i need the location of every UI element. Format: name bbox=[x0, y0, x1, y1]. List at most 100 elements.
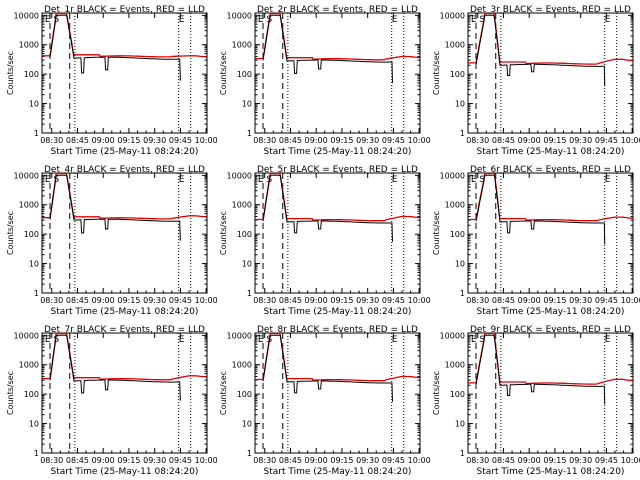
y-tick-label: 10000 bbox=[14, 11, 39, 20]
interval-marker-label: E bbox=[258, 175, 264, 185]
y-tick-label: 1 bbox=[34, 449, 39, 458]
series-line-events bbox=[475, 14, 606, 86]
series-line-events bbox=[475, 174, 606, 245]
y-tick-label: 10 bbox=[242, 260, 252, 269]
x-tick-label: 08:30 bbox=[253, 456, 276, 465]
x-tick-label: 09:30 bbox=[143, 136, 166, 145]
x-tick-label: 10:00 bbox=[621, 456, 640, 465]
y-tick-label: 100 bbox=[24, 70, 39, 79]
x-tick-label: 09:45 bbox=[595, 296, 618, 305]
x-axis-title: Start Time (25-May-11 08:24:20) bbox=[264, 307, 412, 317]
interval-marker-label: S bbox=[479, 15, 485, 25]
y-tick-label: 1 bbox=[460, 129, 465, 138]
interval-marker-label: E bbox=[605, 335, 611, 345]
x-tick-label: 09:00 bbox=[92, 456, 115, 465]
y-tick-label: 100 bbox=[450, 230, 465, 239]
x-tick-label: 08:45 bbox=[492, 296, 515, 305]
interval-marker-label: E bbox=[258, 335, 264, 345]
y-tick-label: 100 bbox=[24, 230, 39, 239]
chart-panel: Det_1r BLACK = Events, RED = LLD 1 10 100 10… bbox=[6, 5, 218, 157]
x-tick-label: 09:30 bbox=[356, 136, 379, 145]
panel-title: Det_7r BLACK = Events, RED = LLD bbox=[44, 325, 205, 335]
series-line-events bbox=[262, 14, 393, 84]
x-tick-label: 08:45 bbox=[279, 456, 302, 465]
x-tick-label: 10:00 bbox=[195, 296, 218, 305]
x-tick-label: 09:00 bbox=[92, 136, 115, 145]
chart-panel: Det_2r BLACK = Events, RED = LLD 1 10 100 10… bbox=[219, 5, 431, 157]
x-tick-label: 09:45 bbox=[382, 296, 405, 305]
x-tick-label: 09:30 bbox=[356, 296, 379, 305]
x-tick-label: 09:15 bbox=[543, 296, 566, 305]
x-tick-label: 09:00 bbox=[518, 296, 541, 305]
y-tick-label: 100 bbox=[450, 390, 465, 399]
interval-marker-label: E bbox=[179, 335, 185, 345]
plot-frame bbox=[467, 172, 634, 294]
y-axis-title: Counts/sec bbox=[432, 211, 441, 255]
plot-frame bbox=[254, 332, 421, 454]
x-tick-label: 08:30 bbox=[253, 296, 276, 305]
series-line-events bbox=[49, 334, 181, 401]
panel-title: Det_9r BLACK = Events, RED = LLD bbox=[470, 325, 631, 335]
x-tick-label: 09:45 bbox=[382, 456, 405, 465]
chart-panel: Det_5r BLACK = Events, RED = LLD 1 10 100 10… bbox=[219, 165, 431, 317]
panel-title: Det_1r BLACK = Events, RED = LLD bbox=[44, 5, 205, 15]
y-tick-label: 1 bbox=[247, 449, 252, 458]
x-tick-label: 09:45 bbox=[169, 296, 192, 305]
plot-frame bbox=[467, 12, 634, 134]
x-tick-label: 08:30 bbox=[466, 456, 489, 465]
x-tick-label: 08:45 bbox=[66, 136, 89, 145]
x-tick-label: 09:00 bbox=[92, 296, 115, 305]
x-tick-label: 09:30 bbox=[143, 296, 166, 305]
series-line-events bbox=[49, 14, 181, 81]
interval-marker-label: S bbox=[53, 175, 59, 185]
x-tick-label: 09:00 bbox=[305, 296, 328, 305]
y-tick-label: 10000 bbox=[227, 11, 252, 20]
x-tick-label: 08:45 bbox=[66, 296, 89, 305]
x-axis-title: Start Time (25-May-11 08:24:20) bbox=[264, 467, 412, 477]
y-tick-label: 1000 bbox=[232, 201, 252, 210]
plot-frame bbox=[41, 12, 208, 134]
y-axis-title: Counts/sec bbox=[219, 51, 228, 95]
x-axis-title: Start Time (25-May-11 08:24:20) bbox=[477, 307, 625, 317]
x-tick-label: 10:00 bbox=[408, 456, 431, 465]
x-tick-label: 08:30 bbox=[40, 296, 63, 305]
plot-frame bbox=[41, 332, 208, 454]
interval-marker-label: E bbox=[471, 335, 477, 345]
interval-marker-label: E bbox=[179, 15, 185, 25]
chart-panel: Det_7r BLACK = Events, RED = LLD 1 10 100 10… bbox=[6, 325, 218, 477]
x-tick-label: 08:30 bbox=[40, 136, 63, 145]
x-tick-label: 08:45 bbox=[492, 456, 515, 465]
x-tick-label: 08:45 bbox=[279, 136, 302, 145]
y-axis-title: Counts/sec bbox=[432, 51, 441, 95]
x-tick-label: 08:30 bbox=[253, 136, 276, 145]
x-tick-label: 09:45 bbox=[382, 136, 405, 145]
y-tick-label: 10 bbox=[29, 260, 39, 269]
y-tick-label: 1 bbox=[460, 449, 465, 458]
y-axis-title: Counts/sec bbox=[219, 211, 228, 255]
chart-panel: Det_3r BLACK = Events, RED = LLD 1 10 100 10… bbox=[432, 5, 640, 157]
y-axis-title: Counts/sec bbox=[6, 211, 15, 255]
interval-marker-label: S bbox=[479, 335, 485, 345]
interval-marker-label: S bbox=[53, 335, 59, 345]
y-tick-label: 1000 bbox=[445, 361, 465, 370]
plot-frame bbox=[467, 332, 634, 454]
x-tick-label: 09:30 bbox=[569, 136, 592, 145]
y-tick-label: 100 bbox=[450, 70, 465, 79]
x-axis-title: Start Time (25-May-11 08:24:20) bbox=[51, 307, 199, 317]
x-axis-title: Start Time (25-May-11 08:24:20) bbox=[477, 147, 625, 157]
y-tick-label: 10 bbox=[242, 420, 252, 429]
x-tick-label: 09:15 bbox=[117, 296, 140, 305]
interval-marker-label: E bbox=[471, 175, 477, 185]
panel-title: Det_3r BLACK = Events, RED = LLD bbox=[470, 5, 631, 15]
y-tick-label: 10000 bbox=[440, 171, 465, 180]
y-tick-label: 1000 bbox=[19, 41, 39, 50]
x-tick-label: 10:00 bbox=[621, 296, 640, 305]
x-tick-label: 08:45 bbox=[492, 136, 515, 145]
x-tick-label: 09:15 bbox=[117, 456, 140, 465]
y-axis-title: Counts/sec bbox=[6, 51, 15, 95]
plot-frame bbox=[254, 12, 421, 134]
interval-marker-label: E bbox=[179, 175, 185, 185]
interval-marker-label: E bbox=[392, 15, 398, 25]
interval-marker-label: E bbox=[258, 15, 264, 25]
y-tick-label: 10 bbox=[29, 100, 39, 109]
